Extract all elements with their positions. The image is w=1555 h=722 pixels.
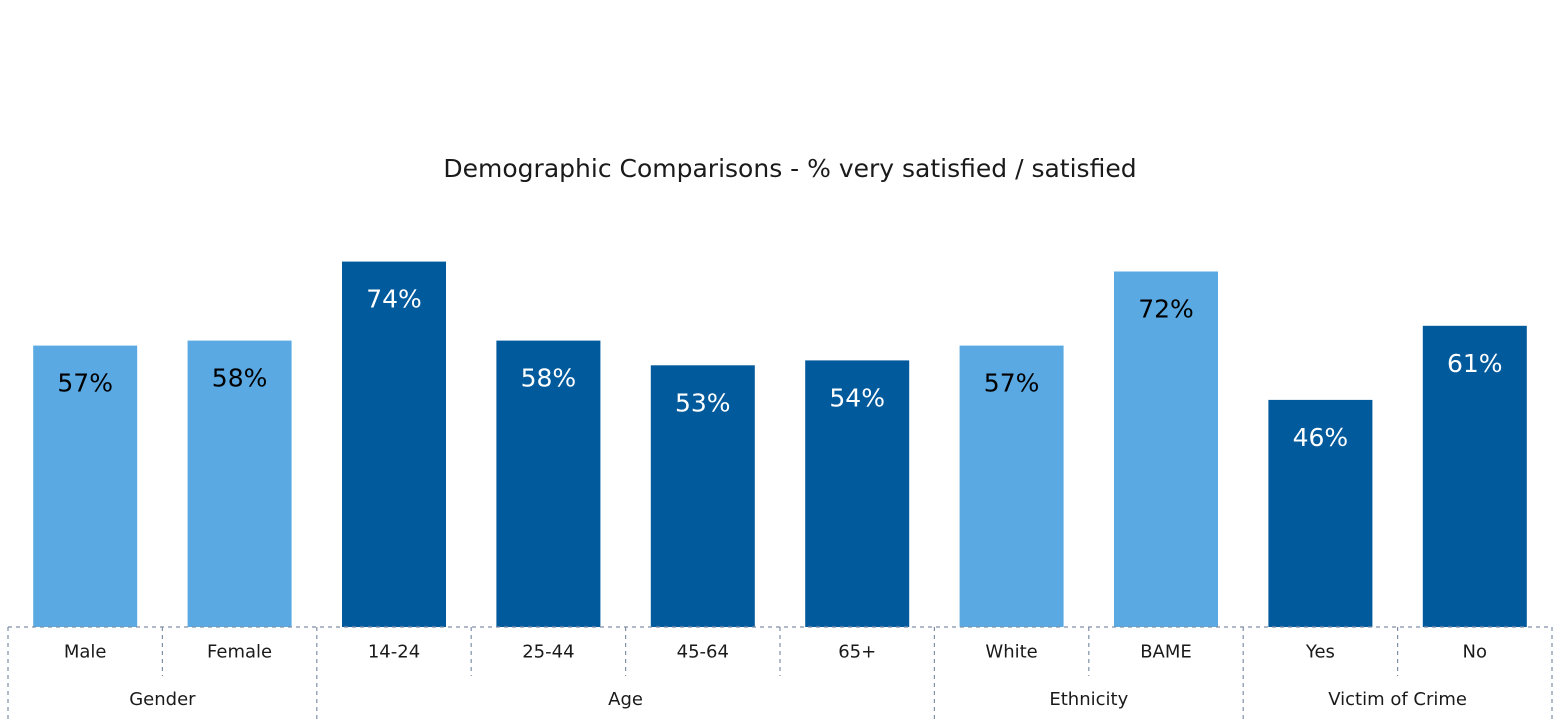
tick-label-yes: Yes <box>1305 642 1335 663</box>
group-label-gender: Gender <box>129 689 196 710</box>
value-label-no: 61% <box>1447 349 1503 378</box>
bar-45-64 <box>650 365 755 627</box>
tick-label-bame: BAME <box>1140 642 1192 663</box>
tick-label-65: 65+ <box>838 642 876 663</box>
value-label-female: 58% <box>212 364 268 393</box>
value-label-white: 57% <box>984 369 1040 398</box>
group-label-age: Age <box>608 689 643 710</box>
tick-label-25-44: 25-44 <box>522 642 574 663</box>
bar-65 <box>805 360 910 627</box>
tick-label-no: No <box>1463 642 1487 663</box>
value-label-45-64: 53% <box>675 388 731 417</box>
bar-bame <box>1114 271 1218 627</box>
bar-14-24 <box>342 261 446 627</box>
bar-white <box>959 345 1064 627</box>
group-label-victim-of-crime: Victim of Crime <box>1328 689 1467 710</box>
value-labels-layer: 57% 58% 74% 58% 53% 54% 57% 72% 46% 61% <box>57 285 1502 452</box>
value-label-14-24: 74% <box>366 285 422 314</box>
bar-25-44 <box>496 340 601 627</box>
chart-title: Demographic Comparisons - % very satisfi… <box>443 154 1136 183</box>
value-label-yes: 46% <box>1293 423 1349 452</box>
group-label-ethnicity: Ethnicity <box>1049 689 1128 710</box>
value-label-male: 57% <box>57 369 113 398</box>
bars-layer <box>33 261 1527 627</box>
bar-yes <box>1268 399 1373 627</box>
value-label-65: 54% <box>829 383 885 412</box>
tick-label-female: Female <box>207 642 272 663</box>
bar-male <box>33 345 138 627</box>
tick-label-male: Male <box>64 642 107 663</box>
value-label-bame: 72% <box>1138 295 1194 324</box>
category-axis: Male Female 14-24 25-44 45-64 65+ White BAME Yes… <box>7 626 1553 722</box>
tick-label-white: White <box>985 642 1037 663</box>
tick-label-14-24: 14-24 <box>368 642 420 663</box>
tick-label-45-64: 45-64 <box>677 642 729 663</box>
value-label-25-44: 58% <box>521 364 577 393</box>
bar-no <box>1422 325 1527 627</box>
bar-female <box>187 340 292 627</box>
